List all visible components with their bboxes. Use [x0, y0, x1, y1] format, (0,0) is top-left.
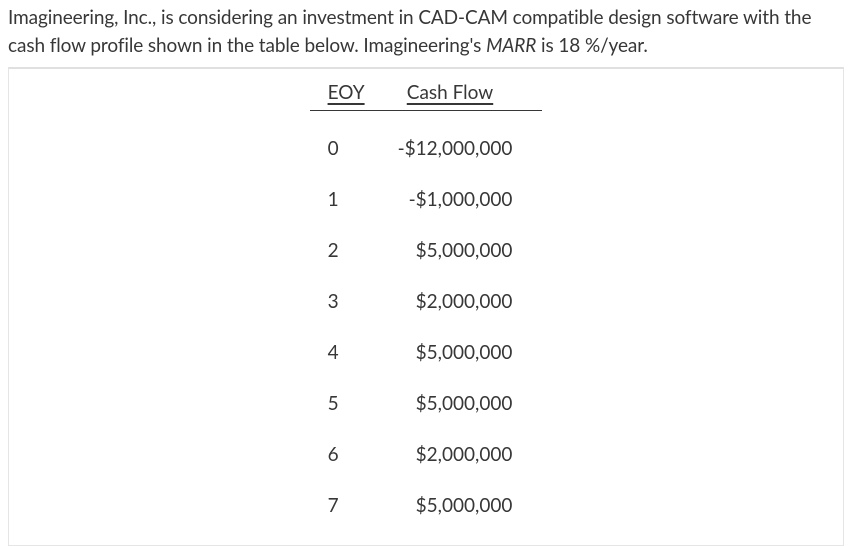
- problem-text-part1: Imagineering, Inc., is considering an in…: [8, 6, 811, 57]
- table-row: 5 $5,000,000: [310, 378, 543, 429]
- eoy-cell: 7: [310, 480, 380, 531]
- eoy-cell: 1: [310, 174, 380, 225]
- cashflow-cell: $5,000,000: [380, 480, 543, 531]
- cashflow-cell: $5,000,000: [380, 225, 543, 276]
- eoy-cell: 5: [310, 378, 380, 429]
- table-row: 1 -$1,000,000: [310, 174, 543, 225]
- cashflow-header: Cash Flow: [380, 77, 543, 111]
- problem-statement: Imagineering, Inc., is considering an in…: [8, 4, 844, 59]
- cashflow-cell: $2,000,000: [380, 429, 543, 480]
- table-row: 0 -$12,000,000: [310, 111, 543, 175]
- marr-label: MARR: [486, 34, 536, 57]
- eoy-cell: 2: [310, 225, 380, 276]
- cashflow-cell: $5,000,000: [380, 327, 543, 378]
- cashflow-cell: $5,000,000: [380, 378, 543, 429]
- eoy-header: EOY: [310, 77, 380, 111]
- eoy-cell: 6: [310, 429, 380, 480]
- eoy-cell: 3: [310, 276, 380, 327]
- table-row: 6 $2,000,000: [310, 429, 543, 480]
- table-header-row: EOY Cash Flow: [310, 77, 543, 111]
- cashflow-cell: $2,000,000: [380, 276, 543, 327]
- table-row: 3 $2,000,000: [310, 276, 543, 327]
- eoy-cell: 4: [310, 327, 380, 378]
- cashflow-table: EOY Cash Flow 0 -$12,000,000 1 -$1,000,0…: [310, 77, 543, 531]
- cashflow-cell: -$12,000,000: [380, 111, 543, 175]
- cashflow-cell: -$1,000,000: [380, 174, 543, 225]
- eoy-cell: 0: [310, 111, 380, 175]
- table-row: 4 $5,000,000: [310, 327, 543, 378]
- cashflow-table-container: EOY Cash Flow 0 -$12,000,000 1 -$1,000,0…: [8, 67, 844, 546]
- table-row: 2 $5,000,000: [310, 225, 543, 276]
- table-row: 7 $5,000,000: [310, 480, 543, 531]
- problem-text-part2: is 18 %/year.: [536, 34, 648, 57]
